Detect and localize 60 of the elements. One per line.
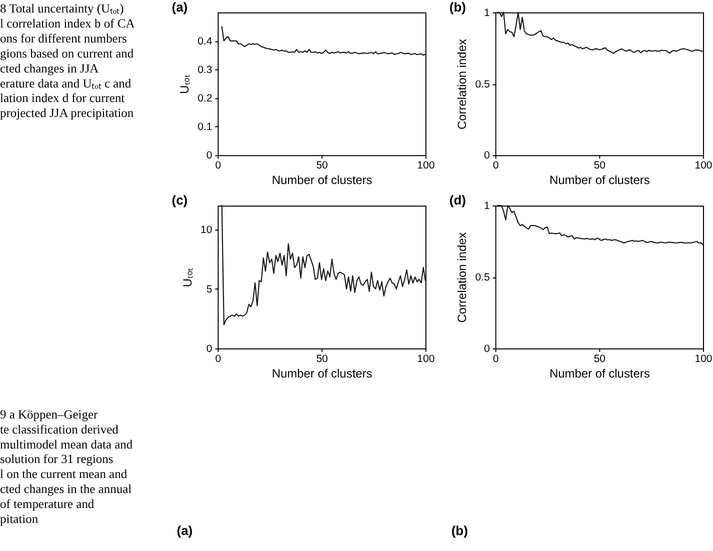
x-tick-label: 0 <box>492 160 499 172</box>
y-tick-label: 0 <box>206 150 212 162</box>
x-tick-label: 100 <box>417 160 435 172</box>
x-axis-title: Number of clusters <box>549 366 650 380</box>
x-tick-label: 100 <box>417 354 435 365</box>
y-axis-title: Uₜₒₜ <box>180 268 195 288</box>
y-tick-label: 0.3 <box>198 64 212 76</box>
x-tick-label: 100 <box>694 354 712 365</box>
text: cted changes in the annual <box>0 482 132 496</box>
chart-title: (d) <box>449 192 466 208</box>
x-tick-label: 50 <box>594 160 606 172</box>
x-tick-label: 100 <box>694 160 712 172</box>
x-axis-title: Number of clusters <box>272 173 372 188</box>
text: projected JJA precipitation <box>0 106 134 120</box>
text: solution for 31 regions <box>0 452 114 466</box>
text: te classification derived <box>0 422 120 436</box>
line-series <box>496 12 704 54</box>
y-tick-label: 0 <box>484 150 490 162</box>
text: gions based on current and <box>0 46 134 60</box>
y-tick-label: 0 <box>484 344 490 355</box>
text: l on the current mean and <box>0 467 128 482</box>
y-tick-label: 0.5 <box>475 272 490 284</box>
line-series <box>221 205 426 326</box>
text: lation index d for current <box>0 91 126 106</box>
text: 8 Total uncertainty (Uₜₒₜ) <box>0 1 124 16</box>
x-tick-label: 50 <box>316 354 328 365</box>
y-axis-title: Correlation index <box>455 232 470 323</box>
text: l correlation index b of CA <box>0 16 135 30</box>
text: 9 a Köppen–Geiger <box>0 407 98 422</box>
y-tick-label: 0 <box>206 344 212 355</box>
x-tick-label: 0 <box>215 354 222 365</box>
x-tick-label: 0 <box>492 354 499 365</box>
y-tick-label: 10 <box>200 224 212 236</box>
text: of temperature and <box>0 497 95 512</box>
y-axis-title: Correlation index <box>455 39 470 130</box>
text: multimodel mean data and <box>0 437 134 452</box>
text: pitation <box>0 512 39 526</box>
line-series <box>221 26 426 56</box>
text: ons for different numbers <box>0 31 127 46</box>
y-tick-label: 1 <box>484 201 490 212</box>
y-tick-label: 1 <box>484 8 490 19</box>
y-tick-label: 0.1 <box>198 122 212 134</box>
x-axis-title: Number of clusters <box>272 366 372 380</box>
text: cted changes in JJA <box>0 61 99 76</box>
text: erature data and Uₜₒₜ c and <box>0 76 132 90</box>
y-tick-label: 5 <box>206 284 212 296</box>
text: (b) <box>451 523 468 538</box>
y-tick-label: 0.5 <box>475 79 490 90</box>
x-axis-title: Number of clusters <box>549 173 650 188</box>
text: (a) <box>176 523 193 538</box>
y-tick-label: 0.4 <box>198 36 212 48</box>
x-tick-label: 50 <box>316 160 328 172</box>
chart-title: (b) <box>449 0 466 14</box>
x-tick-label: 50 <box>594 354 606 365</box>
line-series <box>496 205 704 246</box>
y-axis-title: Uₜₒₜ <box>178 74 192 94</box>
y-tick-label: 0.2 <box>198 94 212 105</box>
x-tick-label: 0 <box>215 160 222 172</box>
chart-title: (a) <box>172 0 188 14</box>
chart-title: (c) <box>172 192 188 208</box>
